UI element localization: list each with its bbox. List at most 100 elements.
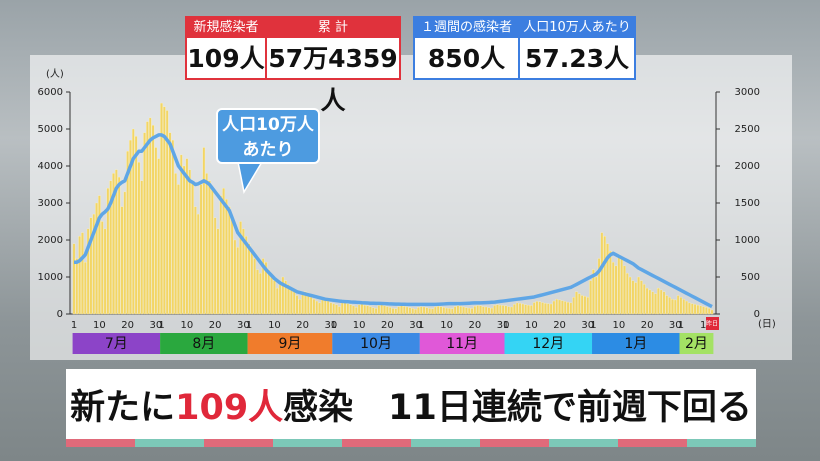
- bar: [405, 306, 409, 315]
- bar: [185, 158, 189, 315]
- bar: [340, 302, 344, 315]
- bar: [493, 305, 496, 315]
- bar: [140, 180, 144, 315]
- label: １週間の感染者: [415, 18, 518, 38]
- bar: [487, 307, 491, 315]
- bar: [465, 307, 468, 315]
- bar: [222, 188, 225, 315]
- caption-text: 感染 11日連続で前週下回る: [283, 387, 752, 428]
- value: 57.23人: [524, 44, 630, 73]
- bar: [281, 276, 285, 315]
- bar: [434, 306, 437, 315]
- bar: [544, 303, 547, 315]
- bar: [366, 305, 369, 315]
- bar: [419, 306, 423, 315]
- bar: [445, 307, 448, 315]
- bar: [196, 213, 200, 315]
- bar: [606, 243, 609, 315]
- bar: [563, 301, 567, 315]
- x-tick-label: 30: [325, 320, 338, 331]
- bar: [614, 265, 618, 315]
- bar: [428, 308, 431, 315]
- weekly-box: １週間の感染者 850人 人口10万人あたり 57.23人: [413, 16, 636, 80]
- bar: [448, 308, 451, 315]
- bar: [160, 102, 163, 315]
- y-tick-label: 0: [57, 309, 63, 320]
- bar: [699, 305, 702, 315]
- x-tick-label: 10: [612, 320, 625, 331]
- bar: [290, 287, 293, 315]
- bar: [682, 299, 686, 315]
- bar: [592, 269, 595, 315]
- bar: [685, 300, 688, 315]
- month-label: 1月: [624, 336, 647, 352]
- y2-tick-label: 2000: [735, 161, 760, 172]
- bar: [710, 309, 714, 315]
- bar: [583, 296, 587, 315]
- bar: [292, 291, 296, 315]
- bar: [597, 258, 601, 315]
- y2-tick-label: 0: [754, 309, 760, 320]
- bar: [298, 299, 302, 315]
- bar: [95, 202, 98, 315]
- bar: [163, 106, 166, 315]
- bar: [679, 297, 683, 315]
- caption: 新たに 109人 感染 11日連続で前週下回る: [66, 369, 756, 439]
- bar: [84, 262, 87, 315]
- bar: [611, 262, 615, 315]
- x-tick-label: 20: [381, 320, 394, 331]
- bar: [645, 287, 649, 315]
- bar: [414, 309, 417, 315]
- bar: [267, 269, 271, 315]
- bar: [518, 303, 522, 315]
- bar: [312, 299, 316, 315]
- label: 累 計: [267, 18, 399, 38]
- x-tick-label: 10: [93, 320, 106, 331]
- caption-text: 新たに: [70, 387, 176, 428]
- bar: [225, 199, 228, 315]
- bar: [521, 303, 525, 315]
- x-tick-label: 1: [590, 320, 596, 331]
- bar: [400, 305, 403, 315]
- bar: [346, 303, 350, 315]
- bar: [498, 304, 502, 315]
- bar: [112, 173, 115, 315]
- bar: [510, 306, 513, 315]
- bar: [515, 302, 519, 315]
- bar: [256, 269, 259, 315]
- month-label: 9月: [278, 336, 301, 352]
- x-tick-label: 1: [678, 320, 684, 331]
- bar: [662, 291, 666, 315]
- bar: [275, 287, 279, 315]
- month-band: [504, 333, 593, 354]
- bar: [343, 302, 347, 315]
- y-tick-label: 6000: [38, 87, 63, 98]
- caption-highlight: 109人: [175, 387, 284, 428]
- bar: [620, 258, 623, 315]
- bar: [309, 297, 313, 315]
- bar: [352, 305, 355, 315]
- bar: [137, 162, 141, 315]
- bar: [394, 308, 398, 315]
- bar: [476, 305, 479, 315]
- x-tick-label: 20: [296, 320, 309, 331]
- y-tick-label: 2000: [38, 235, 63, 246]
- bar: [609, 250, 612, 315]
- bar: [496, 304, 499, 315]
- y2-tick-label: 1000: [735, 235, 760, 246]
- month-label: 8月: [192, 336, 215, 352]
- bar: [549, 303, 553, 315]
- bar: [120, 206, 124, 315]
- new-cases-box: 新規感染者 109人 累 計 57万4359人: [185, 16, 401, 115]
- bar: [674, 299, 677, 315]
- bar: [123, 191, 127, 315]
- bar: [527, 304, 530, 315]
- x-unit: (日): [758, 319, 776, 330]
- bar: [323, 299, 327, 315]
- bar: [696, 304, 700, 315]
- bar: [157, 158, 160, 315]
- bar: [194, 206, 197, 315]
- bar: [117, 176, 121, 315]
- bar: [270, 276, 273, 315]
- bar: [253, 258, 256, 315]
